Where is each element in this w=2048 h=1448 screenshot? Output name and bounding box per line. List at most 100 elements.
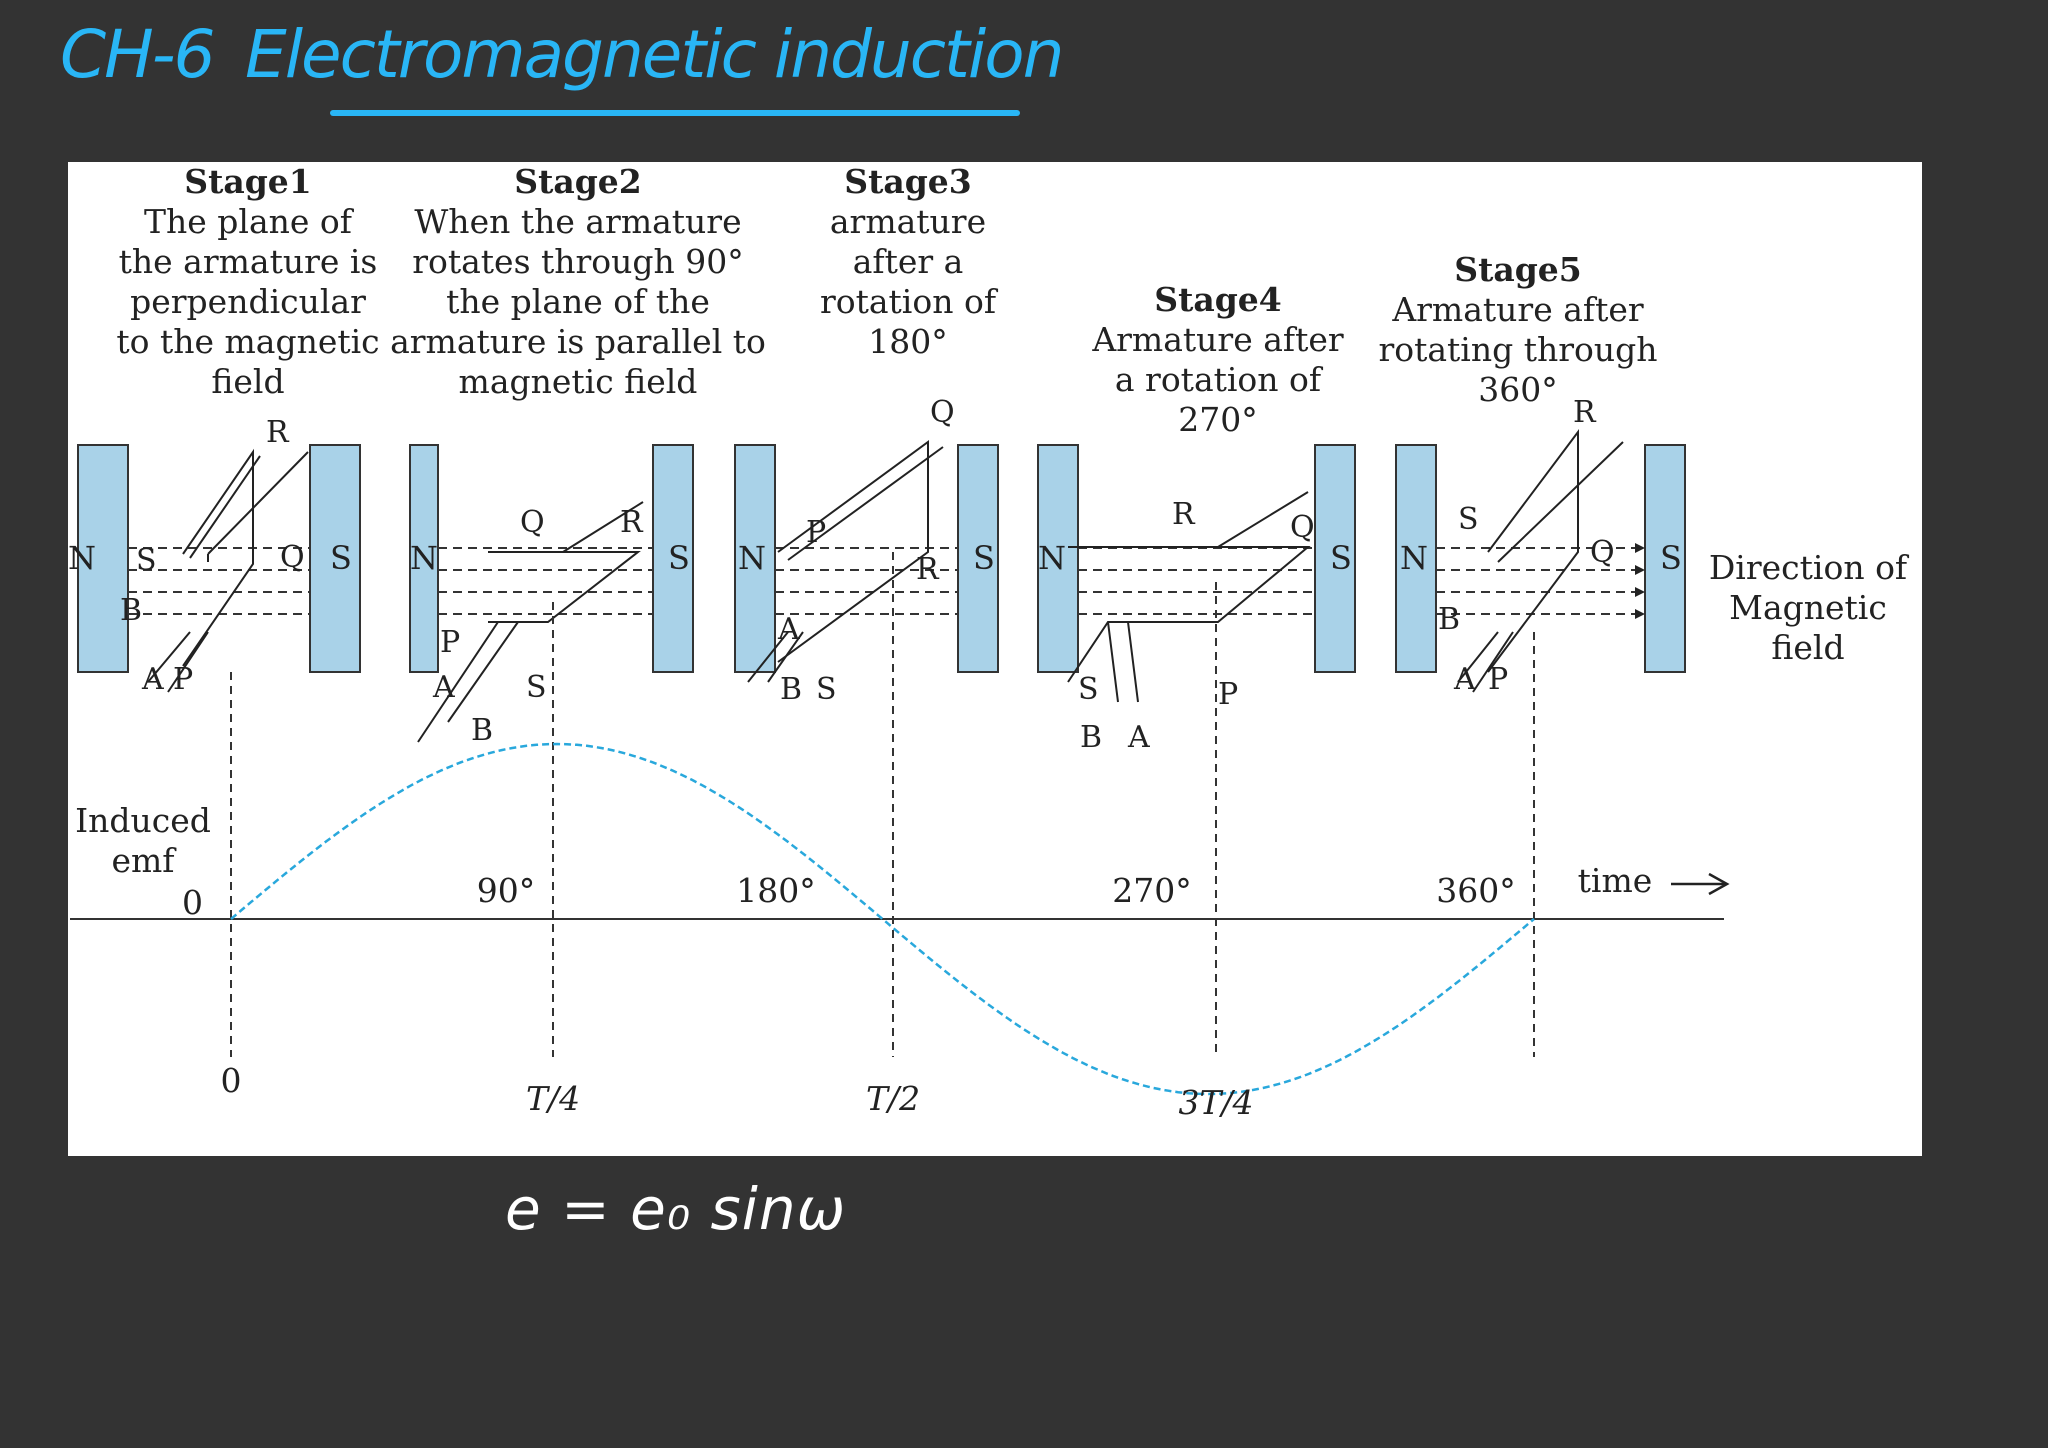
coil-letter: P [1488,662,1508,697]
field-direction-label: Direction of Magnetic field [1709,548,1910,667]
coil-stage-5 [1457,429,1624,693]
coil-letter: R [266,415,290,450]
stage-1-description: The plane of the armature is perpendicul… [116,202,380,401]
time-tick: 0 [221,1061,242,1100]
coil-letter: A [1453,662,1476,697]
chapter-title: Electromagnetic induction [245,16,1064,93]
text-line: Induced [75,801,211,840]
coil-letter: A [777,612,800,647]
magnet-north-2 [409,444,439,673]
coil-letter: R [916,552,940,587]
time-label: time [1578,861,1653,900]
angle-label: 180° [736,871,816,910]
arrowhead [1635,587,1645,597]
arrowhead [1635,609,1645,619]
stage-2-title: Stage2 [514,162,642,201]
time-tick: T/4 [526,1079,580,1118]
coil-letter: R [1573,395,1597,430]
coil-letter: Q [1590,535,1615,570]
magnet-north-1 [77,444,129,673]
coil-letter: S [1078,672,1099,707]
armature-coils [147,429,1624,743]
stage-2-description: When the armature rotates through 90° th… [390,202,766,401]
magnet-south-4 [1314,444,1356,673]
pole-north-label: N [738,539,766,577]
stage-5-title: Stage5 [1454,250,1582,289]
stage-1-caption: Stage1 The plane of the armature is perp… [88,162,408,402]
pole-south-label: S [668,539,690,577]
pole-south-label: S [1330,539,1352,577]
coil-letter: P [173,662,193,697]
stage-4-description: Armature after a rotation of 270° [1092,320,1344,439]
magnet-north-4 [1037,444,1079,673]
handwritten-heading: CH-6 Electromagnetic induction [60,8,1064,158]
stage-4-caption: Stage4 Armature after a rotation of 270° [1068,280,1368,440]
magnet-poles [77,444,1686,673]
coil-letter: A [1127,720,1150,755]
pole-north-label: N [1400,539,1428,577]
magnet-north-5 [1395,444,1437,673]
pole-north-label: N [1038,539,1066,577]
coil-letter: S [1458,502,1479,537]
pole-north-label: N [68,539,96,577]
angle-label: 270° [1112,871,1192,910]
stage-5-description: Armature after rotating through 360° [1378,290,1658,409]
coil-letter: R [1172,497,1196,532]
induced-emf-label: Induced emf [75,801,211,880]
arrowhead [1635,565,1645,575]
time-tick: 3T/4 [1178,1083,1253,1122]
coil-letter: Q [1290,510,1315,545]
coil-stage-2 [417,501,644,743]
coil-letter: R [620,505,644,540]
coil-letter: Q [520,505,545,540]
coil-stage-3 [747,440,944,683]
coil-letter: B [471,713,493,748]
zero-emf-label: 0 [182,883,203,922]
coil-letter: S [526,670,547,705]
chapter-label: CH-6 [60,16,216,93]
field-direction-arrows [1635,543,1645,619]
coil-letter: A [141,662,164,697]
time-tick: T/2 [866,1079,920,1118]
text-line: Direction of [1709,548,1910,587]
angle-label: 360° [1436,871,1516,910]
stage-3-caption: Stage3 armature after a rotation of 180° [778,162,1038,362]
angle-label: 90° [477,871,536,910]
coil-letter: B [780,672,802,707]
stage-3-title: Stage3 [844,162,972,201]
time-arrowhead [1708,872,1730,896]
coil-stage-4 [1067,491,1311,703]
coil-letter: P [806,515,826,550]
coil-letter: P [440,625,460,660]
coil-letter: S [136,543,157,578]
emf-formula: e = e₀ sinω [505,1175,847,1243]
title-underline [330,110,1020,116]
coil-letter: B [120,593,142,628]
pole-north-label: N [410,539,438,577]
pole-south-label: S [1660,539,1682,577]
coil-letter: Q [280,540,305,575]
emf-sine-curve [230,742,1535,1096]
magnet-north-3 [734,444,776,673]
magnet-south-5 [1644,444,1686,673]
figure-panel: Stage1 The plane of the armature is perp… [68,162,1922,1156]
magnet-south-3 [957,444,999,673]
stage-5-caption: Stage5 Armature after rotating through 3… [1348,250,1688,410]
text-line: emf [111,841,177,880]
coil-letter: A [432,670,455,705]
pole-south-label: S [973,539,995,577]
magnet-south-1 [309,444,361,673]
coil-letter: Q [930,395,955,430]
coil-letter: B [1438,602,1460,637]
text-line: Magnetic [1729,588,1887,627]
coil-letter: B [1080,720,1102,755]
stage-4-title: Stage4 [1154,280,1282,319]
stage-2-caption: Stage2 When the armature rotates through… [368,162,788,402]
magnet-south-2 [652,444,694,673]
stage-3-description: armature after a rotation of 180° [819,202,997,361]
guide-lines [230,552,1535,1057]
pole-south-label: S [330,539,352,577]
